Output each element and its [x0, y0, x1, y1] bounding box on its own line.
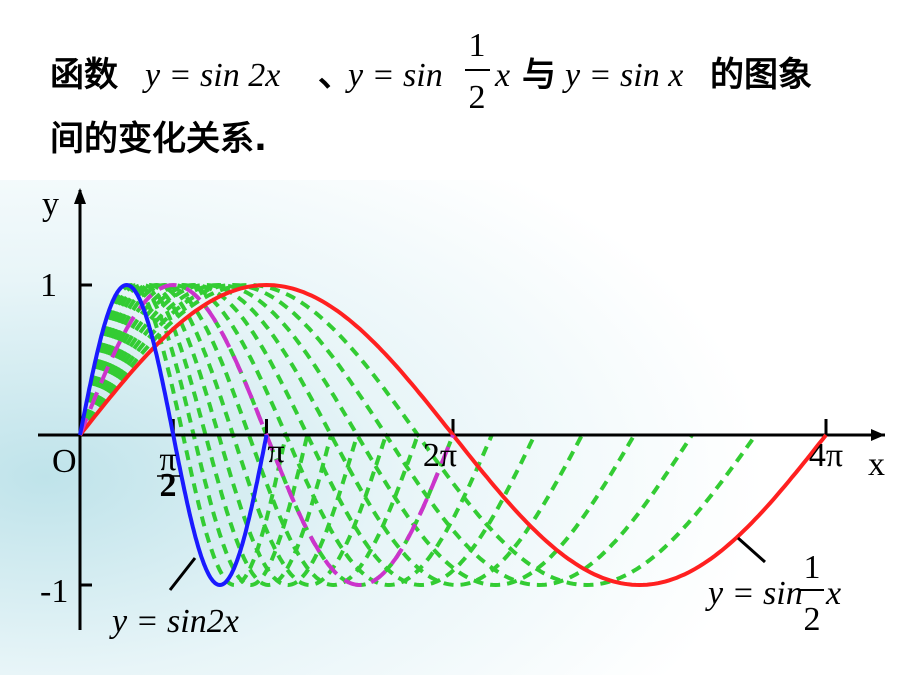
curve-label: y = sin [705, 575, 803, 612]
curve-sin-2x [78, 282, 269, 588]
x-arrow [871, 429, 885, 441]
plot [38, 188, 885, 630]
formula: y = sin x [562, 57, 683, 94]
tick-label: π [267, 433, 284, 470]
axis-label: y [42, 186, 59, 223]
pointer-arrow [737, 536, 766, 564]
fraction-den: 2 [469, 79, 486, 116]
transition-curve [78, 282, 584, 588]
tick-label: π [159, 441, 176, 478]
curve-label: x [825, 575, 841, 612]
background-swirl [0, 180, 900, 675]
tick-label: 2 [160, 467, 177, 504]
formula: y = sin 2x [142, 57, 280, 94]
tick-label: 4π [809, 437, 843, 474]
formula: x [494, 57, 510, 94]
fraction-num: 1 [469, 27, 486, 64]
fraction-den: 2 [804, 601, 821, 638]
pointer-arrow [168, 557, 197, 591]
tick-label: 2π [423, 437, 457, 474]
title-text: 间的变化关系. [50, 119, 267, 159]
origin-label: O [52, 443, 77, 480]
transition-curve [78, 282, 333, 588]
fraction-num: 1 [804, 549, 821, 586]
tick-label: 1 [40, 267, 57, 304]
title-text: 、 [318, 55, 352, 95]
curve-label: y = sin2x [109, 603, 239, 640]
title-text: 与 [522, 55, 556, 95]
axis-label: x [868, 446, 885, 483]
y-arrow [74, 188, 86, 204]
transition-curve [78, 282, 420, 588]
transition-curve [78, 282, 637, 588]
tick-label: -1 [40, 573, 68, 610]
title-text: 函数 [50, 55, 118, 95]
formula: y = sin [345, 57, 443, 94]
title-text: 的图象 [710, 55, 812, 95]
transition-curve [78, 282, 537, 588]
